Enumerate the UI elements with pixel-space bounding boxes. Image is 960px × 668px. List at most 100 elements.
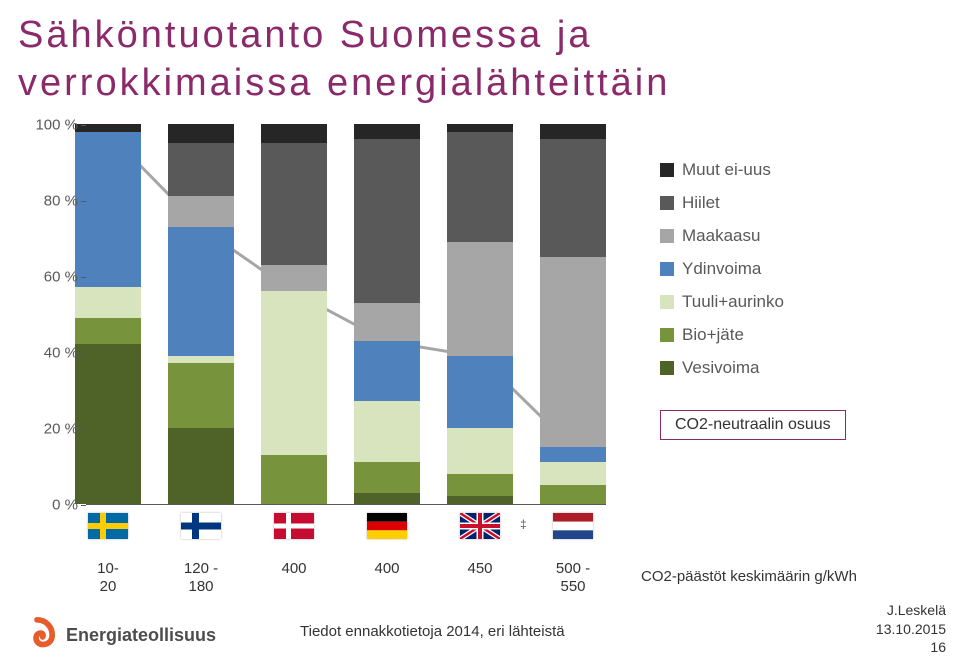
seg-kaasu xyxy=(168,196,234,226)
co2-GB: 450 xyxy=(447,560,513,578)
legend-bio: Bio+jäte xyxy=(660,325,930,345)
bar-SE xyxy=(75,124,141,504)
seg-ydin xyxy=(168,227,234,356)
co2-DK: 400 xyxy=(261,560,327,578)
seg-bio xyxy=(75,318,141,345)
flag-GB xyxy=(460,513,500,539)
cross-marker: ‡ xyxy=(520,517,527,531)
swatch xyxy=(660,196,674,210)
corner-meta: J.Leskelä 13.10.2015 16 xyxy=(876,601,946,656)
flag-SE xyxy=(88,513,128,539)
seg-tuuli xyxy=(447,428,513,474)
seg-tuuli xyxy=(354,401,420,462)
flag-DK xyxy=(274,513,314,539)
bar-FI xyxy=(168,124,234,504)
seg-vesi xyxy=(168,428,234,504)
chart-area: 0 %20 %40 %60 %80 %100 % ‡ xyxy=(18,125,638,545)
logo: Energiateollisuus xyxy=(18,616,216,654)
seg-vesi xyxy=(354,493,420,504)
seg-muut xyxy=(447,124,513,132)
legend-ydin: Ydinvoima xyxy=(660,259,930,279)
ytick: 80 % xyxy=(18,193,78,210)
legend-label: Maakaasu xyxy=(682,226,760,246)
bar-GB xyxy=(447,124,513,504)
seg-muut xyxy=(540,124,606,139)
logo-icon xyxy=(18,616,56,654)
swatch xyxy=(660,295,674,309)
seg-muut xyxy=(261,124,327,143)
co2-label: CO2-päästöt keskimäärin g/kWh xyxy=(641,568,857,585)
seg-bio xyxy=(261,455,327,504)
ytick: 60 % xyxy=(18,269,78,286)
seg-tuuli xyxy=(75,287,141,317)
seg-vesi xyxy=(447,496,513,504)
legend-label: Muut ei-uus xyxy=(682,160,771,180)
seg-muut xyxy=(354,124,420,139)
swatch xyxy=(660,361,674,375)
flag-NL xyxy=(553,513,593,539)
legend: Muut ei-uus Hiilet Maakaasu Ydinvoima Tuuli+… xyxy=(660,160,930,391)
ytick: 100 % xyxy=(18,117,78,134)
page-num: 16 xyxy=(876,638,946,656)
date: 13.10.2015 xyxy=(876,620,946,638)
seg-hiili xyxy=(261,143,327,265)
legend-tuuli: Tuuli+aurinko xyxy=(660,292,930,312)
seg-bio xyxy=(168,363,234,428)
legend-label: Bio+jäte xyxy=(682,325,744,345)
author: J.Leskelä xyxy=(876,601,946,619)
title-line1: Sähköntuotanto Suomessa ja xyxy=(18,14,592,56)
ytick: 20 % xyxy=(18,421,78,438)
seg-hiili xyxy=(354,139,420,302)
logo-text: Energiateollisuus xyxy=(66,625,216,646)
footer-source: Tiedot ennakkotietoja 2014, eri lähteist… xyxy=(300,623,565,640)
swatch xyxy=(660,262,674,276)
seg-vesi xyxy=(75,344,141,504)
co2-DE: 400 xyxy=(354,560,420,578)
seg-ydin xyxy=(75,132,141,288)
legend-muut: Muut ei-uus xyxy=(660,160,930,180)
seg-hiili xyxy=(168,143,234,196)
legend-label: Tuuli+aurinko xyxy=(682,292,784,312)
swatch xyxy=(660,229,674,243)
seg-bio xyxy=(540,485,606,504)
ytick: 0 % xyxy=(18,497,78,514)
seg-ydin xyxy=(354,341,420,402)
legend-hiili: Hiilet xyxy=(660,193,930,213)
seg-tuuli xyxy=(540,462,606,485)
flag-FI xyxy=(181,513,221,539)
seg-bio xyxy=(354,462,420,492)
co2-SE: 10- 20 xyxy=(75,560,141,596)
co2-NL: 500 - 550 xyxy=(540,560,606,596)
seg-muut xyxy=(168,124,234,143)
seg-kaasu xyxy=(354,303,420,341)
legend-label: Vesivoima xyxy=(682,358,759,378)
title-line2: verrokkimaissa energialähteittäin xyxy=(18,62,670,104)
legend-kaasu: Maakaasu xyxy=(660,226,930,246)
ytick: 40 % xyxy=(18,345,78,362)
flag-DE xyxy=(367,513,407,539)
plot xyxy=(86,125,606,505)
x-axis-flags xyxy=(86,513,606,543)
seg-tuuli xyxy=(168,356,234,364)
bar-DE xyxy=(354,124,420,504)
swatch xyxy=(660,163,674,177)
swatch xyxy=(660,328,674,342)
seg-ydin xyxy=(540,447,606,462)
seg-kaasu xyxy=(261,265,327,292)
legend-label: Ydinvoima xyxy=(682,259,761,279)
seg-bio xyxy=(447,474,513,497)
legend-label: Hiilet xyxy=(682,193,720,213)
seg-hiili xyxy=(540,139,606,257)
seg-ydin xyxy=(447,356,513,428)
co2-neutral-box: CO2-neutraalin osuus xyxy=(660,410,846,440)
seg-kaasu xyxy=(540,257,606,447)
trend-line xyxy=(86,125,606,505)
bar-DK xyxy=(261,124,327,504)
legend-vesi: Vesivoima xyxy=(660,358,930,378)
seg-hiili xyxy=(447,132,513,242)
seg-tuuli xyxy=(261,291,327,454)
page-title: Sähköntuotanto Suomessa ja verrokkimaiss… xyxy=(0,0,960,107)
seg-kaasu xyxy=(447,242,513,356)
co2-FI: 120 - 180 xyxy=(168,560,234,596)
bar-NL xyxy=(540,124,606,504)
